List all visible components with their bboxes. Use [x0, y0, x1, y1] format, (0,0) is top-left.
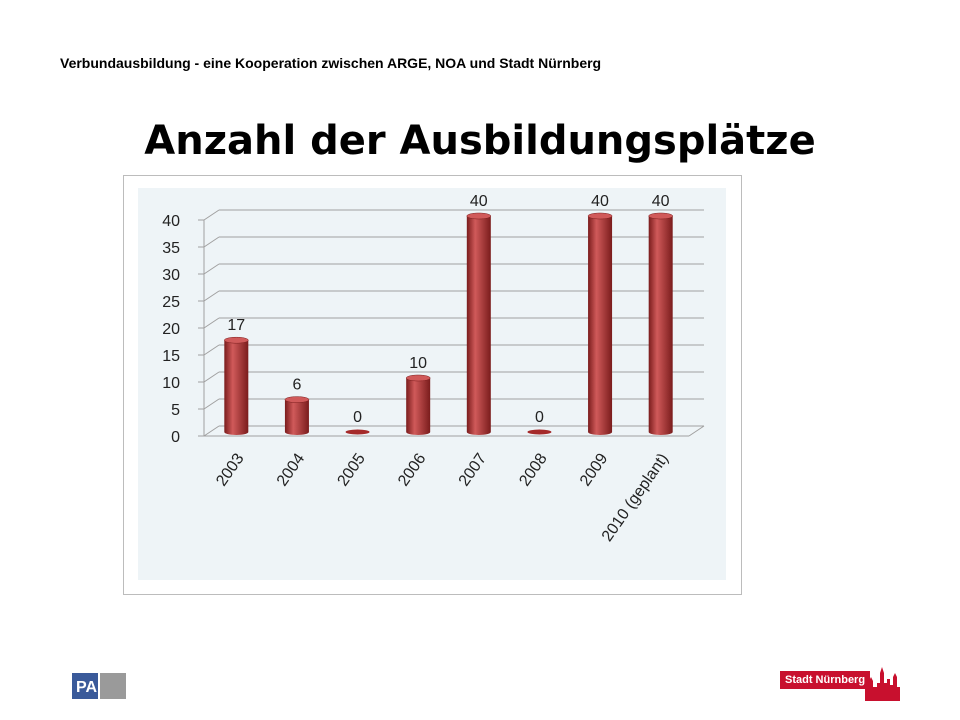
gridline-side	[203, 236, 220, 248]
bar-top	[466, 212, 492, 220]
y-tick-label: 35	[162, 240, 180, 257]
gridline-side	[203, 344, 220, 356]
bar-top	[224, 336, 249, 344]
bar-top	[648, 212, 673, 220]
x-axis-side	[688, 425, 705, 437]
gridline-side	[203, 317, 220, 329]
data-label: 10	[409, 355, 427, 372]
chart-frame: 0 5 10 15 20 25 30 35 40 17 2003 6 2004 0 2005 10 2006 40…	[123, 175, 742, 595]
bar[interactable]	[466, 216, 491, 435]
bar[interactable]	[527, 429, 552, 435]
y-tick-label: 25	[162, 294, 180, 311]
y-tick-label: 10	[162, 375, 180, 392]
bar[interactable]	[648, 216, 673, 435]
bar[interactable]	[284, 399, 309, 435]
data-label: 17	[227, 317, 245, 334]
y-tick-label: 20	[162, 321, 180, 338]
data-label: 40	[470, 193, 488, 210]
pa-logo-text: PA	[76, 679, 97, 696]
bar-top	[284, 396, 310, 403]
data-label: 0	[535, 409, 544, 426]
gridline-side	[203, 209, 220, 221]
bar-top	[587, 212, 613, 220]
y-tick-label: 5	[171, 402, 180, 419]
y-tick-label: 15	[162, 348, 180, 365]
skyline-icon	[865, 667, 900, 701]
y-tick-label: 0	[171, 429, 180, 446]
data-label: 6	[292, 377, 301, 394]
bar[interactable]	[224, 340, 249, 435]
gridline-side	[203, 263, 220, 275]
pa-logo: PA	[72, 673, 126, 699]
y-tick-label: 30	[162, 267, 180, 284]
stadt-nuernberg-logo-text: Stadt Nürnberg	[780, 671, 871, 689]
stadt-nuernberg-logo: Stadt Nürnberg	[780, 663, 900, 703]
gridline-side	[203, 371, 220, 383]
header-text: Verbundausbildung - eine Kooperation zwi…	[60, 55, 602, 71]
bar-chart: 0510152025303540172003620040200510200640…	[138, 188, 726, 580]
data-label: 40	[652, 193, 670, 210]
slide-title: Anzahl der Ausbildungsplätze	[144, 118, 816, 164]
data-label: 0	[353, 409, 362, 426]
bar[interactable]	[406, 378, 431, 435]
y-tick-label: 40	[162, 213, 180, 230]
gridline-side	[203, 425, 220, 437]
bar[interactable]	[588, 216, 613, 435]
gridline-side	[203, 398, 220, 410]
bar[interactable]	[345, 429, 370, 435]
bar-top	[405, 374, 431, 382]
gridline-side	[203, 290, 220, 302]
data-label: 40	[591, 193, 609, 210]
